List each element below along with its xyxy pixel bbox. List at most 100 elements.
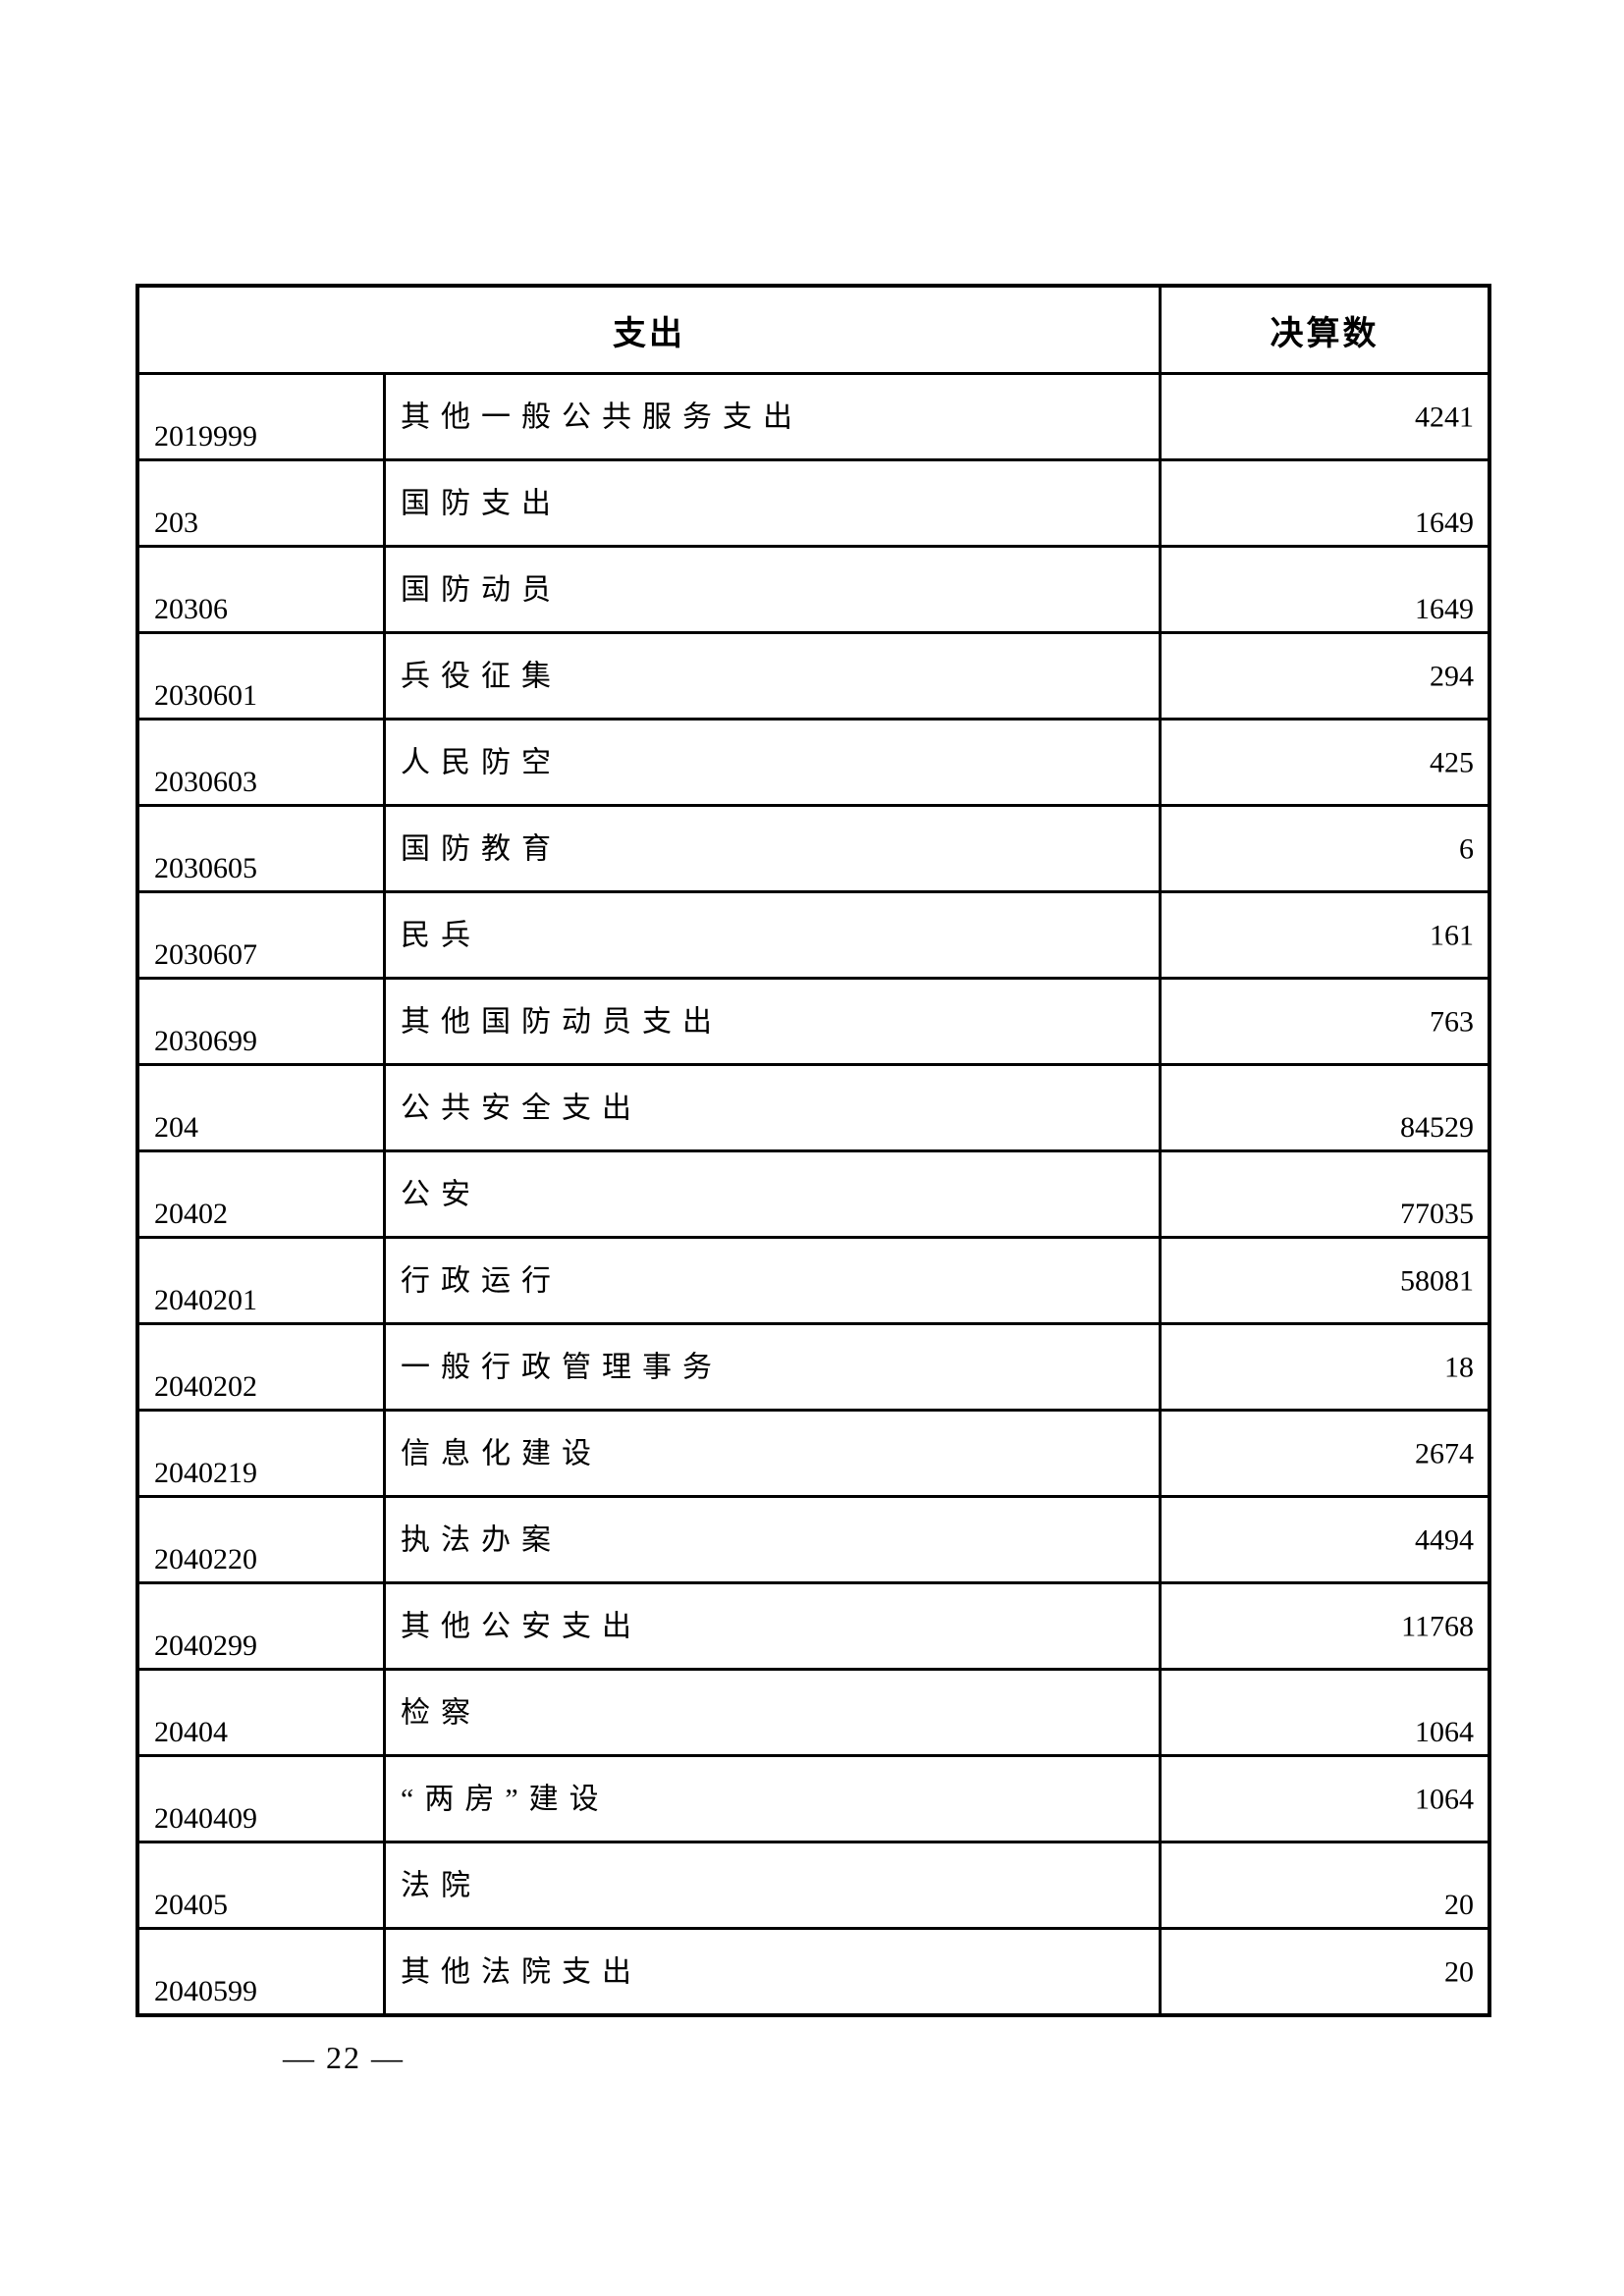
code-cell: 2040409 (139, 1757, 386, 1841)
code-cell: 2030605 (139, 807, 386, 890)
label-cell: 执法办案 (386, 1498, 1162, 1581)
row-label: 其他法院支出 (401, 1955, 642, 1988)
table-row: 20404 检察 1064 (139, 1671, 1488, 1757)
label-cell: 兵役征集 (386, 634, 1162, 718)
value-cell: 763 (1162, 980, 1488, 1063)
row-value: 161 (1430, 919, 1474, 951)
row-code: 2030601 (154, 679, 257, 712)
row-value: 1064 (1415, 1783, 1474, 1815)
row-code: 20405 (154, 1889, 228, 1921)
row-code: 203 (154, 507, 198, 539)
label-cell: 人民防空 (386, 721, 1162, 804)
table-row: 20402 公安 77035 (139, 1152, 1488, 1239)
value-cell: 11768 (1162, 1584, 1488, 1668)
table-row: 2030605 国防教育 6 (139, 807, 1488, 893)
row-label: 其他一般公共服务支出 (401, 400, 803, 433)
row-code: 20402 (154, 1198, 228, 1230)
row-label: 一般行政管理事务 (401, 1351, 723, 1383)
row-value: 77035 (1400, 1198, 1474, 1230)
table-row: 20306 国防动员 1649 (139, 548, 1488, 634)
label-cell: 其他一般公共服务支出 (386, 375, 1162, 458)
row-code: 2040599 (154, 1975, 257, 2007)
label-cell: 民兵 (386, 893, 1162, 977)
label-cell: 其他国防动员支出 (386, 980, 1162, 1063)
row-label: 行政运行 (401, 1264, 562, 1297)
value-cell: 1649 (1162, 461, 1488, 545)
code-cell: 20402 (139, 1152, 386, 1236)
table-row: 2030603 人民防空 425 (139, 721, 1488, 807)
value-cell: 84529 (1162, 1066, 1488, 1149)
table-row: 204 公共安全支出 84529 (139, 1066, 1488, 1152)
label-cell: “两房”建设 (386, 1757, 1162, 1841)
row-value: 4241 (1415, 400, 1474, 433)
code-cell: 2040202 (139, 1325, 386, 1409)
table-row: 2040599 其他法院支出 20 (139, 1930, 1488, 2013)
value-cell: 1064 (1162, 1671, 1488, 1754)
row-code: 2040201 (154, 1284, 257, 1316)
row-value: 1649 (1415, 507, 1474, 539)
row-label: 信息化建设 (401, 1437, 602, 1469)
row-code: 2040409 (154, 1802, 257, 1835)
value-cell: 4241 (1162, 375, 1488, 458)
row-code: 2030603 (154, 766, 257, 798)
code-cell: 2030601 (139, 634, 386, 718)
label-cell: 其他法院支出 (386, 1930, 1162, 2013)
row-value: 58081 (1400, 1264, 1474, 1297)
code-cell: 2040220 (139, 1498, 386, 1581)
row-code: 2019999 (154, 420, 257, 453)
row-label: 民兵 (401, 919, 481, 951)
row-label: 其他公安支出 (401, 1610, 642, 1642)
label-cell: 其他公安支出 (386, 1584, 1162, 1668)
value-cell: 6 (1162, 807, 1488, 890)
row-label: 国防教育 (401, 832, 562, 865)
code-cell: 2040219 (139, 1412, 386, 1495)
table-row: 2019999 其他一般公共服务支出 4241 (139, 375, 1488, 461)
table-header-expenditure: 支出 (139, 288, 1162, 372)
row-code: 204 (154, 1111, 198, 1144)
row-value: 1649 (1415, 593, 1474, 625)
table-header-final-amount: 决算数 (1270, 314, 1380, 352)
row-code: 20306 (154, 593, 228, 625)
row-value: 294 (1430, 660, 1474, 692)
value-cell: 58081 (1162, 1239, 1488, 1322)
row-label: 国防支出 (401, 487, 562, 519)
table-row: 2040219 信息化建设 2674 (139, 1412, 1488, 1498)
code-cell: 20306 (139, 548, 386, 631)
value-cell: 1064 (1162, 1757, 1488, 1841)
table-row: 2030607 民兵 161 (139, 893, 1488, 980)
table-row: 2040202 一般行政管理事务 18 (139, 1325, 1488, 1412)
row-code: 2040299 (154, 1629, 257, 1662)
table-row: 2040299 其他公安支出 11768 (139, 1584, 1488, 1671)
row-code: 20404 (154, 1716, 228, 1748)
code-cell: 2030603 (139, 721, 386, 804)
row-value: 1064 (1415, 1716, 1474, 1748)
row-value: 20 (1444, 1889, 1474, 1921)
row-value: 6 (1459, 832, 1474, 865)
row-label: 人民防空 (401, 746, 562, 778)
code-cell: 2019999 (139, 375, 386, 458)
row-label: 兵役征集 (401, 660, 562, 692)
table-header-row: 支出 决算数 (139, 288, 1488, 375)
row-value: 84529 (1400, 1111, 1474, 1144)
label-cell: 公安 (386, 1152, 1162, 1236)
table-row: 203 国防支出 1649 (139, 461, 1488, 548)
table-row: 2030601 兵役征集 294 (139, 634, 1488, 721)
expenditure-table: 支出 决算数 2019999 其他一般公共服务支出 4241 203 国防支出 … (135, 284, 1491, 2017)
value-cell: 20 (1162, 1930, 1488, 2013)
value-cell: 161 (1162, 893, 1488, 977)
code-cell: 2040299 (139, 1584, 386, 1668)
label-cell: 国防支出 (386, 461, 1162, 545)
row-value: 20 (1444, 1955, 1474, 1988)
code-cell: 2030699 (139, 980, 386, 1063)
row-label: 公安 (401, 1178, 481, 1210)
row-label: 其他国防动员支出 (401, 1005, 723, 1038)
value-cell: 77035 (1162, 1152, 1488, 1236)
table-row: 2040201 行政运行 58081 (139, 1239, 1488, 1325)
row-value: 11768 (1401, 1610, 1474, 1642)
row-code: 2040220 (154, 1543, 257, 1575)
row-label: 公共安全支出 (401, 1092, 642, 1124)
row-value: 4494 (1415, 1523, 1474, 1556)
label-cell: 国防教育 (386, 807, 1162, 890)
row-label: 执法办案 (401, 1523, 562, 1556)
label-cell: 公共安全支出 (386, 1066, 1162, 1149)
